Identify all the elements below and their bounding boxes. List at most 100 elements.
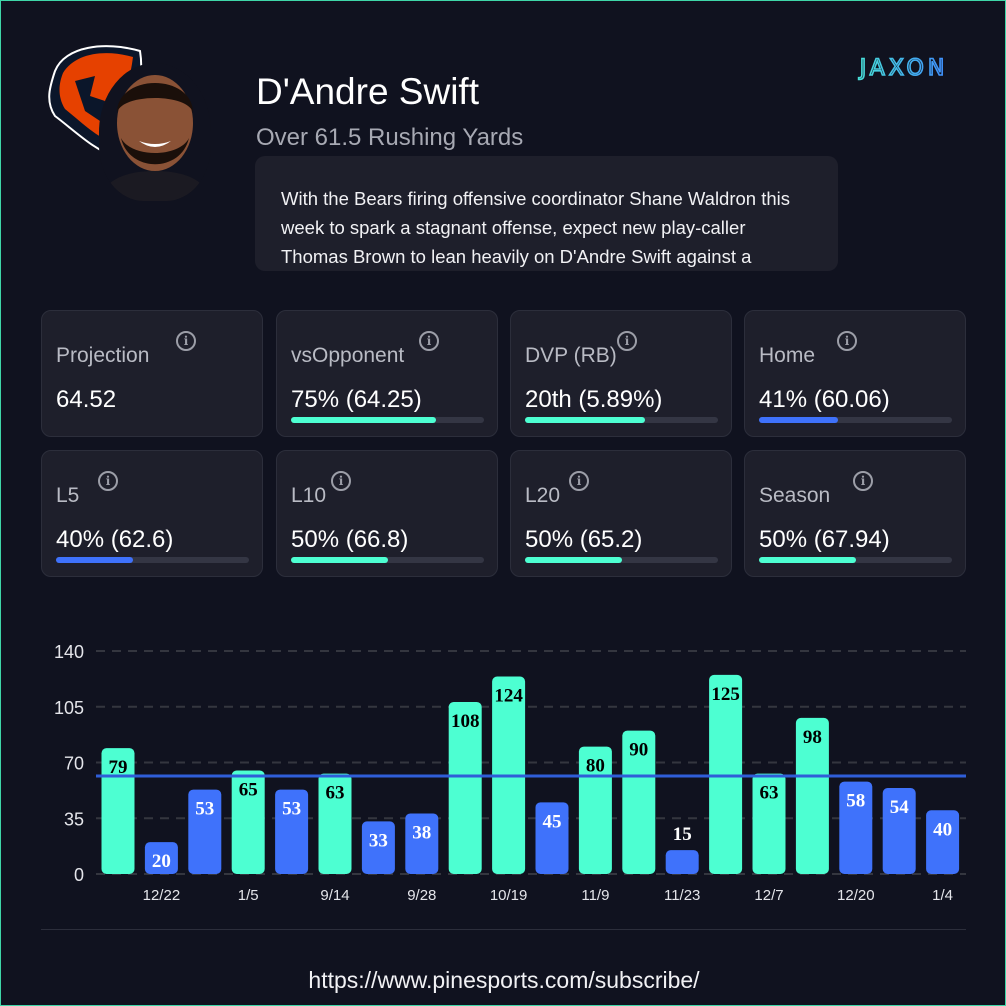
player-photo xyxy=(99,63,211,201)
stat-label: Season xyxy=(759,484,831,507)
info-icon[interactable]: i xyxy=(837,331,857,351)
bar-value-label: 15 xyxy=(673,824,692,845)
bar[interactable] xyxy=(535,802,569,874)
info-icon[interactable]: i xyxy=(617,331,637,351)
stat-card-l10: L10 i 50% (66.8) xyxy=(276,450,498,577)
x-tick-label: 11/9 xyxy=(581,887,609,904)
progress-fill xyxy=(759,557,856,563)
progress-fill xyxy=(525,557,622,563)
bar-value-label: 125 xyxy=(711,684,740,705)
bar-value-label: 63 xyxy=(326,783,345,804)
stat-value: 50% (67.94) xyxy=(759,526,890,553)
info-icon[interactable]: i xyxy=(98,471,118,491)
info-icon[interactable]: i xyxy=(419,331,439,351)
progress-fill xyxy=(291,557,388,563)
x-tick-label: 1/4 xyxy=(932,887,953,904)
progress-bar xyxy=(759,557,952,563)
stat-label: DVP (RB) xyxy=(525,344,617,367)
y-tick-label: 105 xyxy=(54,698,84,718)
bar[interactable] xyxy=(709,674,743,874)
stat-card-l20: L20 i 50% (65.2) xyxy=(510,450,732,577)
x-tick-label: 11/23 xyxy=(664,887,700,904)
x-tick-label: 12/20 xyxy=(837,887,875,904)
bar[interactable] xyxy=(448,701,482,874)
bar-value-label: 79 xyxy=(109,757,128,778)
bar-value-label: 53 xyxy=(282,799,301,820)
bar-value-label: 98 xyxy=(803,727,822,748)
bar-value-label: 58 xyxy=(846,791,865,812)
bar[interactable] xyxy=(231,770,265,874)
info-icon[interactable]: i xyxy=(853,471,873,491)
info-icon[interactable]: i xyxy=(331,471,351,491)
progress-bar xyxy=(291,557,484,563)
stat-value: 50% (66.8) xyxy=(291,526,409,553)
bar[interactable] xyxy=(665,850,699,874)
y-tick-label: 35 xyxy=(64,809,84,829)
progress-fill xyxy=(525,417,645,423)
progress-bar xyxy=(56,557,249,563)
stat-label: Home xyxy=(759,344,816,367)
stat-value: 50% (65.2) xyxy=(525,526,643,553)
subscribe-url[interactable]: https://www.pinesports.com/subscribe/ xyxy=(308,967,700,993)
stat-card-l5: L5 i 40% (62.6) xyxy=(41,450,263,577)
bar-value-label: 63 xyxy=(760,783,779,804)
bar[interactable] xyxy=(622,730,656,874)
bar[interactable] xyxy=(926,810,960,874)
stat-label: vsOpponent xyxy=(291,344,405,367)
bar-value-label: 45 xyxy=(543,811,562,832)
stat-card-vsopponent: vsOpponent i 75% (64.25) xyxy=(276,310,498,437)
jaxon-logo-text: JAXON xyxy=(858,56,949,81)
progress-fill xyxy=(759,417,839,423)
jaxon-logo: JAXON xyxy=(857,55,949,82)
info-icon[interactable]: i xyxy=(569,471,589,491)
bar-value-label: 40 xyxy=(933,819,952,840)
stat-label: L10 xyxy=(291,484,327,507)
bar-value-label: 124 xyxy=(494,685,523,706)
bar[interactable] xyxy=(361,821,395,874)
stat-label: L5 xyxy=(56,484,80,507)
bar[interactable] xyxy=(839,781,873,874)
divider xyxy=(41,929,966,930)
bar[interactable] xyxy=(144,842,178,874)
progress-bar xyxy=(759,417,952,423)
x-tick-label: 10/19 xyxy=(490,887,528,904)
progress-bar xyxy=(291,417,484,423)
bar[interactable] xyxy=(188,789,222,874)
prop-line: Over 61.5 Rushing Yards xyxy=(256,124,524,151)
info-icon[interactable]: i xyxy=(176,331,196,351)
bar[interactable] xyxy=(752,773,786,874)
bar[interactable] xyxy=(405,813,439,874)
bar-value-label: 33 xyxy=(369,830,388,851)
stat-card-season: Season i 50% (67.94) xyxy=(744,450,966,577)
player-name: D'Andre Swift xyxy=(256,71,479,112)
progress-bar xyxy=(525,557,718,563)
stat-value: 40% (62.6) xyxy=(56,526,174,553)
bar[interactable] xyxy=(882,787,916,874)
stat-label: Projection xyxy=(56,344,150,367)
x-tick-label: 12/7 xyxy=(754,887,783,904)
progress-fill xyxy=(56,557,134,563)
bar[interactable] xyxy=(275,789,309,874)
bar[interactable] xyxy=(318,773,352,874)
x-tick-label: 9/14 xyxy=(320,887,349,904)
y-tick-label: 0 xyxy=(74,865,84,885)
bar-value-label: 38 xyxy=(412,822,431,843)
progress-fill xyxy=(291,417,436,423)
bar-value-label: 80 xyxy=(586,756,605,777)
rushing-yards-chart: 0 35 70 105 140 79 20 12/22 53 65 1/5 53 63 9/14 33 38 9… xyxy=(54,642,966,904)
bar[interactable] xyxy=(795,717,829,874)
bar[interactable] xyxy=(578,746,612,874)
analysis-text: With the Bears firing offensive coordina… xyxy=(255,156,838,271)
bar-value-label: 20 xyxy=(152,851,171,872)
bar[interactable] xyxy=(101,748,135,874)
y-tick-label: 140 xyxy=(54,642,84,662)
stat-card-projection: Projection i 64.52 xyxy=(41,310,263,437)
stat-value: 20th (5.89%) xyxy=(525,386,663,413)
stat-value: 64.52 xyxy=(56,386,117,413)
stat-value: 41% (60.06) xyxy=(759,386,890,413)
stat-card-dvp-rb: DVP (RB) i 20th (5.89%) xyxy=(510,310,732,437)
y-tick-label: 70 xyxy=(64,754,84,774)
bar-value-label: 65 xyxy=(239,779,258,800)
stat-value: 75% (64.25) xyxy=(291,386,422,413)
stat-card-home: Home i 41% (60.06) xyxy=(744,310,966,437)
